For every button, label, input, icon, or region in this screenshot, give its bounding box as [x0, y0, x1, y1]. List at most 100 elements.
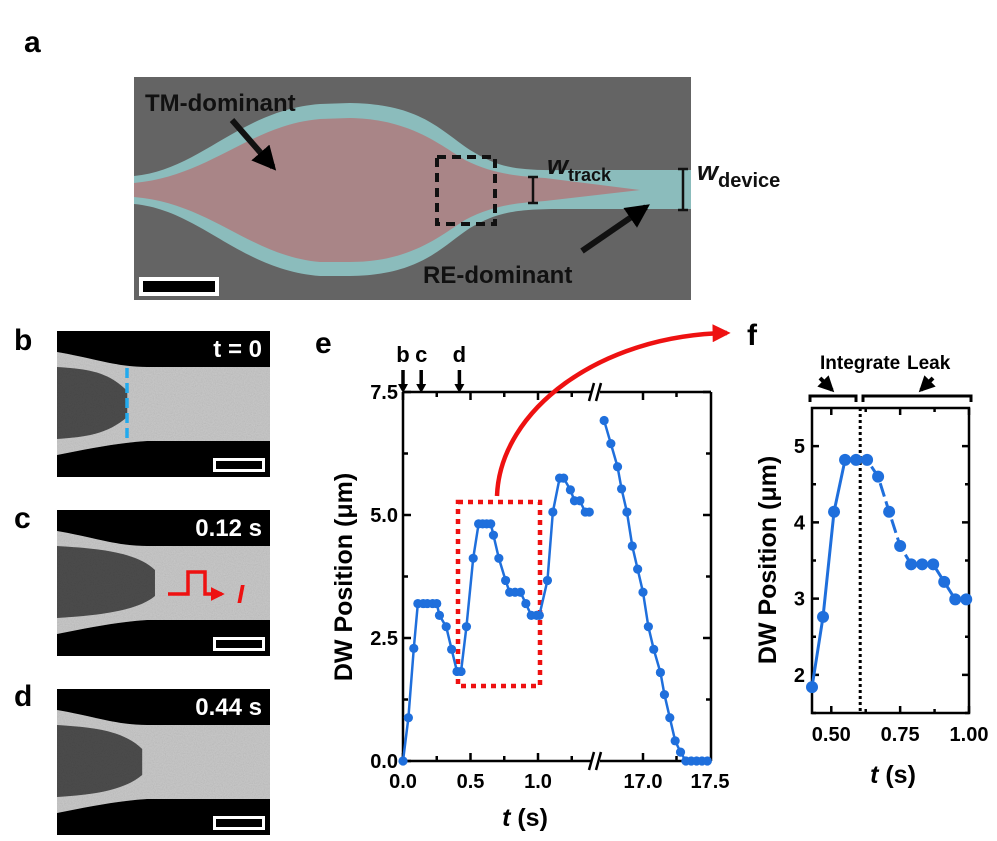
x-tick-label: 0.5 [457, 771, 485, 793]
scale-bar [216, 461, 262, 469]
dark-domain [57, 546, 155, 618]
data-point [432, 598, 442, 609]
data-point [559, 473, 569, 483]
data-point [461, 622, 472, 632]
data-point [850, 453, 863, 466]
y-tick-label: 2 [794, 665, 805, 687]
y-tick-label: 3 [794, 589, 805, 611]
data-point [521, 598, 531, 609]
data-point [883, 505, 896, 518]
w-device-bar [678, 167, 688, 212]
y-tick-label: 2.5 [370, 628, 398, 650]
tm-arrow-icon [229, 118, 277, 171]
data-point [441, 622, 451, 632]
current-pulse-icon [168, 570, 225, 601]
w-track-label: wtrack [547, 150, 612, 185]
panel-label-b: b [14, 324, 32, 357]
data-point [606, 439, 616, 449]
w-track-bar [528, 175, 538, 205]
data-point [702, 756, 712, 766]
data-point [501, 575, 511, 586]
time-label: 0.12 s [195, 515, 262, 542]
data-point [927, 558, 940, 571]
panel-label-c: c [14, 502, 31, 535]
data-point [649, 644, 659, 654]
time-label: 0.44 s [195, 694, 262, 721]
integrate-bracket [808, 394, 858, 402]
y-tick-label: 4 [794, 512, 806, 534]
chart-e: 0.0 0.5 1.0 17.0 17.5 0.0 2.5 5.0 7.5 t (s) DW Pos… [330, 324, 731, 832]
data-point [548, 507, 558, 517]
scale-bar [216, 640, 262, 648]
current-label: I [237, 579, 245, 609]
data-point [659, 689, 670, 700]
panel-label-e: e [315, 327, 332, 360]
x-tick-label: 0.50 [812, 724, 851, 746]
axes-f [810, 406, 971, 715]
data-point [612, 462, 623, 472]
x-tick-label: 17.0 [624, 771, 663, 793]
data-line-leak [856, 458, 967, 601]
data-point [403, 713, 413, 723]
kerr-image-c: 0.12 s I [57, 510, 270, 656]
panel-label-a: a [24, 26, 41, 59]
marker-label-b: b [396, 342, 409, 367]
panel-label-d: d [14, 680, 32, 713]
link-arrow-icon [494, 324, 731, 497]
y-axis-label: DW Position (μm) [754, 456, 782, 664]
data-point [665, 713, 675, 723]
dark-domain [57, 367, 128, 439]
data-point [817, 610, 830, 623]
x-tick-label: 1.00 [950, 724, 989, 746]
highlight-box [455, 499, 543, 689]
data-point [627, 541, 637, 551]
data-line-integrate [810, 458, 857, 688]
leak-label: Leak [907, 353, 951, 374]
data-point [643, 622, 653, 632]
data-point [894, 540, 907, 553]
time-label: t = 0 [213, 336, 262, 363]
axes-e [401, 382, 713, 771]
data-point [633, 564, 643, 574]
panel-a-device-image [134, 77, 691, 300]
data-point [861, 453, 874, 466]
zoom-region-box [435, 155, 497, 226]
x-tick-label: 1.0 [524, 771, 552, 793]
integrate-label: Integrate [820, 353, 900, 374]
chart-f: 0.50 0.75 1.00 2 3 4 5 t (s) DW Position (μm) Int… [754, 353, 988, 789]
data-point [905, 558, 918, 571]
x-axis-label: t (s) [502, 804, 548, 832]
y-tick-label: 0.0 [370, 751, 398, 773]
data-point [468, 553, 478, 563]
data-point [622, 507, 632, 517]
w-device-label: wdevice [697, 156, 780, 192]
data-point [486, 519, 496, 529]
y-tick-label: 7.5 [370, 382, 398, 404]
data-point [872, 470, 885, 483]
axis-break-icon [587, 382, 596, 402]
data-point [839, 453, 852, 466]
data-line [401, 476, 590, 762]
data-line [602, 420, 708, 763]
leak-bracket [861, 394, 973, 402]
axis-break-icon [587, 751, 596, 771]
marker-label-d: d [453, 342, 466, 367]
y-axis-label: DW Position (μm) [330, 473, 358, 681]
integrate-arrow-icon [817, 375, 835, 393]
data-point [938, 575, 951, 588]
data-point [409, 643, 419, 653]
dark-domain [57, 725, 143, 797]
y-tick-label: 5.0 [370, 505, 398, 527]
data-point [949, 593, 962, 606]
re-dominant-label: RE-dominant [423, 262, 572, 289]
re-arrow-icon [580, 204, 650, 254]
data-point [515, 587, 526, 597]
data-point [599, 415, 609, 426]
data-point [488, 530, 499, 540]
y-tick-label: 5 [794, 436, 805, 458]
scale-bar [216, 819, 262, 827]
data-point [542, 575, 553, 586]
kerr-image-b: t = 0 [57, 331, 270, 477]
data-point [916, 558, 929, 571]
